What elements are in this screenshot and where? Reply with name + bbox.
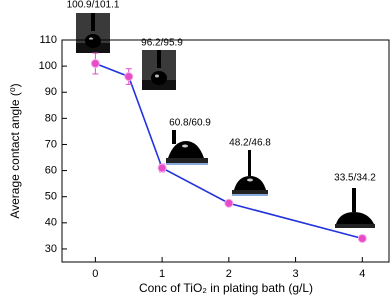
y-tick-label: 110 <box>39 34 57 46</box>
x-tick-label: 2 <box>226 268 232 280</box>
y-tick-label: 90 <box>45 86 57 98</box>
y-tick-label: 70 <box>45 138 57 150</box>
marker <box>224 198 234 208</box>
y-tick-label: 50 <box>45 191 57 203</box>
droplet-image <box>76 13 110 53</box>
y-axis-label: Average contact angle (⁰) <box>8 83 22 218</box>
y-tick-label: 30 <box>45 243 57 255</box>
x-tick-label: 3 <box>293 268 299 280</box>
plot-frame <box>61 39 390 263</box>
droplet-image <box>142 50 176 90</box>
x-tick-label: 0 <box>92 268 98 280</box>
annotation: 60.8/60.9 <box>169 118 211 129</box>
x-tick-label: 4 <box>359 268 365 280</box>
droplet-image <box>166 130 208 165</box>
marker <box>157 163 167 173</box>
droplet-image <box>335 188 375 228</box>
annotation: 96.2/95.9 <box>141 38 183 49</box>
y-tick-label: 100 <box>39 60 57 72</box>
annotation: 100.9/101.1 <box>67 0 120 11</box>
droplet-image <box>232 150 268 196</box>
annotation: 48.2/46.8 <box>229 138 271 149</box>
y-tick-label: 80 <box>45 112 57 124</box>
marker <box>124 72 134 82</box>
annotation: 33.5/34.2 <box>334 173 376 184</box>
y-tick-label: 60 <box>45 164 57 176</box>
y-tick-label: 40 <box>45 217 57 229</box>
x-axis-label: Conc of TiO₂ in plating bath (g/L) <box>139 281 313 295</box>
x-tick-label: 1 <box>159 268 165 280</box>
marker <box>90 59 100 69</box>
data-line <box>95 62 363 240</box>
marker <box>357 233 367 243</box>
